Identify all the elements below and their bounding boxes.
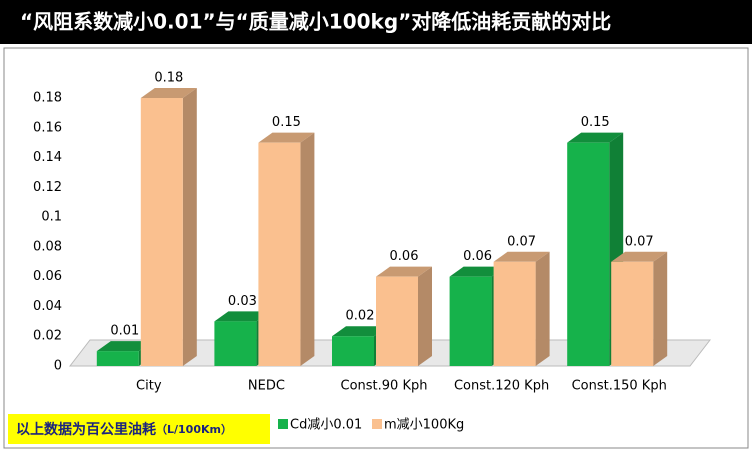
x-tick-label: Const.120 Kph bbox=[454, 379, 549, 394]
y-tick-label: 0.02 bbox=[33, 329, 62, 344]
bar-top bbox=[376, 266, 432, 277]
data-label: 0.15 bbox=[272, 115, 301, 130]
data-label: 0.02 bbox=[346, 309, 375, 324]
data-label: 0.07 bbox=[625, 234, 654, 249]
note-box bbox=[8, 414, 270, 444]
bar bbox=[376, 276, 418, 366]
y-tick-label: 0.06 bbox=[33, 269, 62, 284]
bar-top bbox=[96, 341, 153, 352]
y-tick-label: 0.16 bbox=[33, 120, 62, 135]
bar-side bbox=[418, 266, 432, 366]
y-tick-label: 0.1 bbox=[41, 210, 62, 225]
data-label: 0.06 bbox=[463, 249, 492, 264]
data-label: 0.01 bbox=[110, 324, 139, 339]
x-tick-label: Const.90 Kph bbox=[341, 379, 428, 394]
bar bbox=[567, 142, 610, 366]
y-tick-label: 0.14 bbox=[33, 150, 62, 165]
bar-top bbox=[332, 326, 388, 337]
note-unit: （L/100Km） bbox=[156, 423, 232, 436]
title-bar bbox=[0, 0, 752, 44]
bar-top bbox=[449, 266, 506, 277]
bar-side bbox=[300, 132, 315, 366]
bar bbox=[96, 351, 139, 366]
y-tick-label: 0.04 bbox=[33, 299, 62, 314]
data-label: 0.15 bbox=[581, 115, 610, 130]
bar bbox=[332, 336, 374, 366]
bar-top bbox=[214, 311, 271, 322]
data-label: 0.07 bbox=[507, 234, 536, 249]
data-label: 0.06 bbox=[390, 249, 419, 264]
bar-top bbox=[611, 251, 668, 262]
bar-top bbox=[493, 251, 550, 262]
bar bbox=[140, 98, 183, 366]
bar-side bbox=[535, 251, 550, 366]
y-tick-label: 0.18 bbox=[33, 91, 62, 106]
bar bbox=[449, 276, 492, 366]
note-text: 以上数据为百公里油耗 bbox=[16, 421, 156, 438]
chart-title: “风阻系数减小0.01”与“质量减小100kg”对降低油耗贡献的对比 bbox=[20, 10, 611, 34]
x-tick-label: City bbox=[136, 379, 162, 394]
data-label: 0.03 bbox=[228, 294, 257, 309]
data-label: 0.18 bbox=[154, 71, 183, 86]
bar bbox=[258, 142, 301, 366]
note: 以上数据为百公里油耗（L/100Km） bbox=[16, 421, 232, 438]
bar bbox=[611, 261, 654, 366]
bar-side bbox=[182, 88, 197, 366]
bar bbox=[214, 321, 257, 366]
bar-top bbox=[258, 132, 315, 143]
bar-top bbox=[140, 88, 197, 98]
legend-swatch bbox=[372, 419, 382, 429]
legend-label: m减小100Kg bbox=[384, 418, 464, 433]
y-tick-label: 0 bbox=[54, 359, 62, 374]
legend-label: Cd减小0.01 bbox=[290, 418, 362, 433]
bar bbox=[493, 261, 536, 366]
bar-top bbox=[567, 132, 624, 143]
x-tick-label: NEDC bbox=[248, 379, 285, 394]
y-tick-label: 0.12 bbox=[33, 180, 62, 195]
plot-border bbox=[3, 47, 749, 449]
x-tick-label: Const.150 Kph bbox=[572, 379, 667, 394]
legend-swatch bbox=[278, 419, 288, 429]
y-tick-label: 0.08 bbox=[33, 239, 62, 254]
bar-side bbox=[653, 251, 668, 366]
